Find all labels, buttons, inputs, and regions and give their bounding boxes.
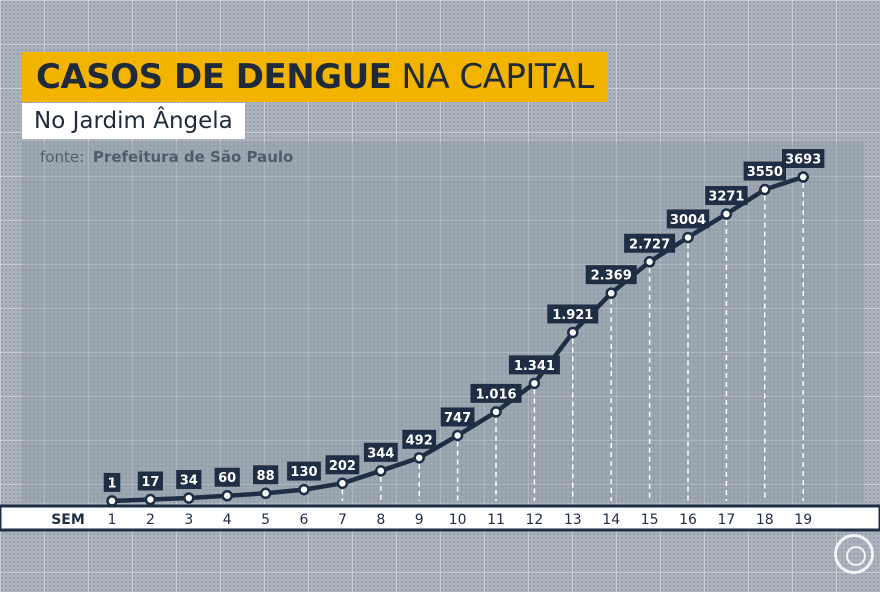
x-tick-label: 3 — [184, 512, 193, 528]
data-label: 34 — [180, 474, 198, 489]
data-label: 202 — [329, 459, 356, 474]
data-point — [797, 171, 809, 183]
data-label: 1.341 — [514, 359, 555, 374]
data-label-bg — [782, 149, 825, 168]
data-label-bg — [743, 161, 786, 181]
data-point — [144, 493, 157, 506]
data-label-bg — [470, 383, 522, 403]
data-label-bg — [287, 461, 321, 481]
source-label: fonte: — [40, 148, 84, 166]
title-rest: NA CAPITAL — [401, 57, 594, 97]
data-label-bg — [137, 471, 163, 491]
data-point — [183, 492, 195, 504]
source-name: Prefeitura de São Paulo — [93, 148, 293, 166]
subtitle-text: No Jardim Ângela — [34, 108, 233, 134]
data-label: 3693 — [785, 153, 821, 168]
data-point — [528, 377, 541, 390]
data-label: 3004 — [670, 213, 706, 228]
x-tick-label: 6 — [300, 512, 309, 528]
data-point — [682, 231, 694, 244]
x-tick-label: 15 — [641, 512, 659, 528]
data-label-bg — [666, 209, 710, 229]
x-tick-label: 8 — [376, 512, 385, 528]
data-point — [490, 406, 502, 418]
data-label-bg — [547, 304, 599, 324]
x-tick-label: 9 — [415, 512, 424, 528]
data-label-bg — [103, 472, 121, 492]
data-label: 88 — [257, 469, 275, 484]
data-point — [451, 429, 464, 442]
data-point — [567, 326, 579, 339]
data-label: 17 — [141, 475, 159, 490]
data-label: 1.016 — [475, 387, 516, 402]
data-point — [106, 495, 118, 507]
data-label-bg — [325, 455, 360, 475]
x-tick-label: 13 — [564, 512, 582, 528]
data-point — [643, 256, 656, 268]
x-tick-label: 4 — [223, 512, 232, 528]
x-tick-label: 17 — [717, 512, 735, 528]
chart-subtitle: No Jardim Ângela — [22, 103, 245, 139]
title-bold: CASOS DE DENGUE — [36, 57, 392, 97]
data-label-bg — [214, 467, 240, 487]
data-label: 3550 — [747, 165, 783, 180]
data-label-bg — [440, 407, 475, 427]
data-label: 492 — [406, 433, 433, 448]
x-axis-band — [0, 504, 880, 532]
data-label-bg — [508, 355, 560, 375]
data-label: 130 — [290, 465, 317, 480]
x-tick-label: 2 — [146, 512, 155, 528]
data-point — [375, 465, 387, 477]
data-label: 2.727 — [629, 237, 670, 252]
x-tick-label: 12 — [525, 512, 543, 528]
x-tick-label: 18 — [756, 512, 774, 528]
data-point — [221, 489, 233, 502]
data-label-bg — [363, 442, 398, 462]
data-label: 344 — [367, 446, 394, 461]
x-tick-label: 14 — [602, 512, 620, 528]
data-label: 60 — [218, 471, 236, 486]
data-label-bg — [402, 429, 437, 449]
data-point — [413, 452, 425, 464]
data-label-bg — [585, 265, 637, 285]
data-label: 747 — [444, 411, 471, 426]
data-label-bg — [176, 470, 202, 490]
x-tick-label: 5 — [261, 512, 270, 528]
x-tick-label: 7 — [338, 512, 347, 528]
data-label-bg — [253, 465, 279, 485]
data-point — [336, 477, 349, 490]
data-label: 2.369 — [591, 269, 632, 284]
x-axis-label: SEM — [51, 512, 85, 528]
data-label: 3271 — [708, 190, 744, 205]
source-line: fonte: Prefeitura de São Paulo — [40, 148, 293, 166]
broadcaster-logo-icon — [834, 534, 874, 574]
data-label: 1 — [107, 476, 116, 491]
data-point — [298, 483, 310, 496]
data-point — [720, 208, 733, 220]
x-tick-label: 19 — [794, 512, 812, 528]
x-tick-label: 16 — [679, 512, 697, 528]
data-label: 1.921 — [552, 308, 593, 323]
data-label-bg — [705, 186, 748, 206]
data-label-bg — [624, 233, 676, 253]
data-point — [605, 287, 617, 299]
x-tick-label: 10 — [449, 512, 467, 528]
x-tick-label: 11 — [487, 512, 505, 528]
data-point — [759, 183, 771, 196]
data-point — [259, 487, 272, 500]
chart-title: CASOS DE DENGUE NA CAPITAL — [22, 52, 608, 102]
x-tick-label: 1 — [108, 512, 117, 528]
